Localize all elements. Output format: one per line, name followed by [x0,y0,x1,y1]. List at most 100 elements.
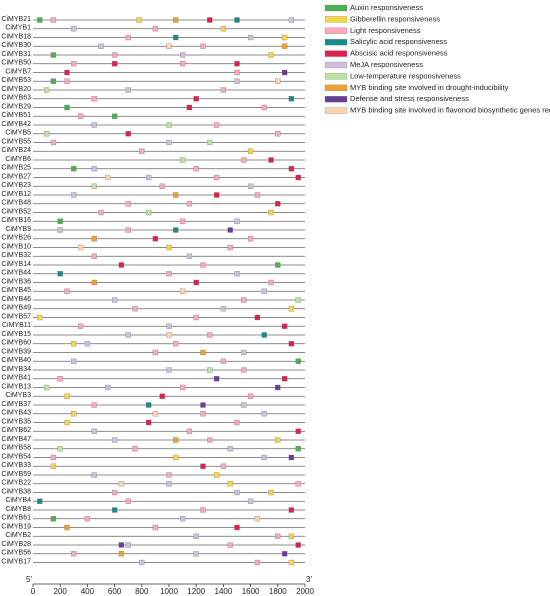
cis-element [43,87,50,93]
cis-element [241,402,247,408]
cis-element [295,297,301,303]
legend-swatch [324,50,348,57]
cis-element [50,78,57,84]
cis-element [207,17,213,23]
gene-label: CiMYB45 [1,287,31,294]
gene-label: CiMYB17 [1,558,31,565]
cis-element [281,376,288,382]
cis-element [166,139,172,146]
cis-element [77,323,84,329]
cis-element [125,498,131,504]
cis-element [105,174,111,181]
cis-element [295,446,301,452]
cis-element [288,306,295,312]
cis-element [220,87,227,93]
cis-element [145,174,152,181]
cis-element [111,52,118,58]
cis-element [57,376,63,382]
cis-element [139,559,145,566]
cis-element [37,498,43,504]
cis-element [166,122,172,128]
cis-element [268,279,274,286]
cis-element [234,271,240,277]
cis-element [125,227,131,233]
gene-label: CiMYB58 [1,445,31,452]
cis-element [91,279,97,286]
cis-element [84,341,91,347]
cis-element [166,332,172,338]
cis-element [288,533,295,539]
legend-label: Auxin responsiveness [350,3,423,12]
cis-element [125,131,131,137]
cis-element [193,314,199,321]
legend-swatch [324,107,348,114]
cis-element [261,104,267,111]
cis-element [193,166,199,172]
gene-label: CiMYB32 [1,252,31,259]
cis-element [288,454,295,461]
legend-swatch [324,96,348,103]
cis-element [132,446,138,452]
cis-element [111,489,118,496]
cis-element [241,367,247,373]
cis-element [247,498,254,504]
cis-element [145,419,152,426]
cis-element [71,192,77,198]
cis-element [91,253,97,259]
gene-label: CiMYB16 [1,217,31,224]
cis-element [268,52,274,58]
cis-element [295,428,301,434]
cis-element [220,463,227,469]
cis-element [186,104,193,111]
cis-element [166,367,172,373]
cis-element [261,454,267,461]
x-tick-label: 200 [54,587,68,596]
cis-element [234,69,240,76]
gene-label: CiMYB29 [1,103,31,110]
cis-element [64,524,70,531]
gene-label: CiMYB44 [1,270,31,277]
cis-element [118,481,125,487]
cis-element [213,192,220,198]
cis-element [71,61,77,67]
cis-element [247,393,254,399]
cis-element [57,446,63,452]
cis-element [118,551,125,557]
gene-label: CiMYB2 [5,532,31,539]
cis-element [227,244,233,251]
gene-label: CiMYB20 [1,86,31,93]
cis-element [173,34,179,41]
cis-element [152,411,159,417]
cis-element [71,166,77,172]
cis-element [71,341,77,347]
cis-element [275,131,281,137]
five-prime-label: 5' [26,575,32,584]
cis-element [71,411,77,417]
gene-label: CiMYB31 [1,51,31,58]
cis-element [288,507,295,513]
cis-element [173,437,179,443]
gene-label: CiMYB62 [1,427,31,434]
cis-element [275,437,281,443]
cis-element [268,157,274,163]
cis-element [43,131,50,137]
cis-element [200,507,206,513]
gene-label: CiMYB23 [1,182,31,189]
cis-element [132,306,138,312]
gene-label: CiMYB10 [1,243,31,250]
gene-label: CiMYB4 [5,497,31,504]
cis-element [179,218,186,224]
cis-element [288,341,295,347]
x-tick-label: 2000 [296,587,314,596]
cis-element [64,288,70,294]
cis-element [186,201,193,207]
gene-label: CiMYB24 [1,147,31,154]
cis-element [281,69,288,76]
cis-element [50,463,57,469]
legend-label: MYB binding site involved in drought-ind… [350,83,509,92]
cis-element [288,166,295,172]
gene-label: CiMYB52 [1,208,31,215]
x-tick-label: 1800 [269,587,287,596]
legend-swatch [324,73,348,80]
